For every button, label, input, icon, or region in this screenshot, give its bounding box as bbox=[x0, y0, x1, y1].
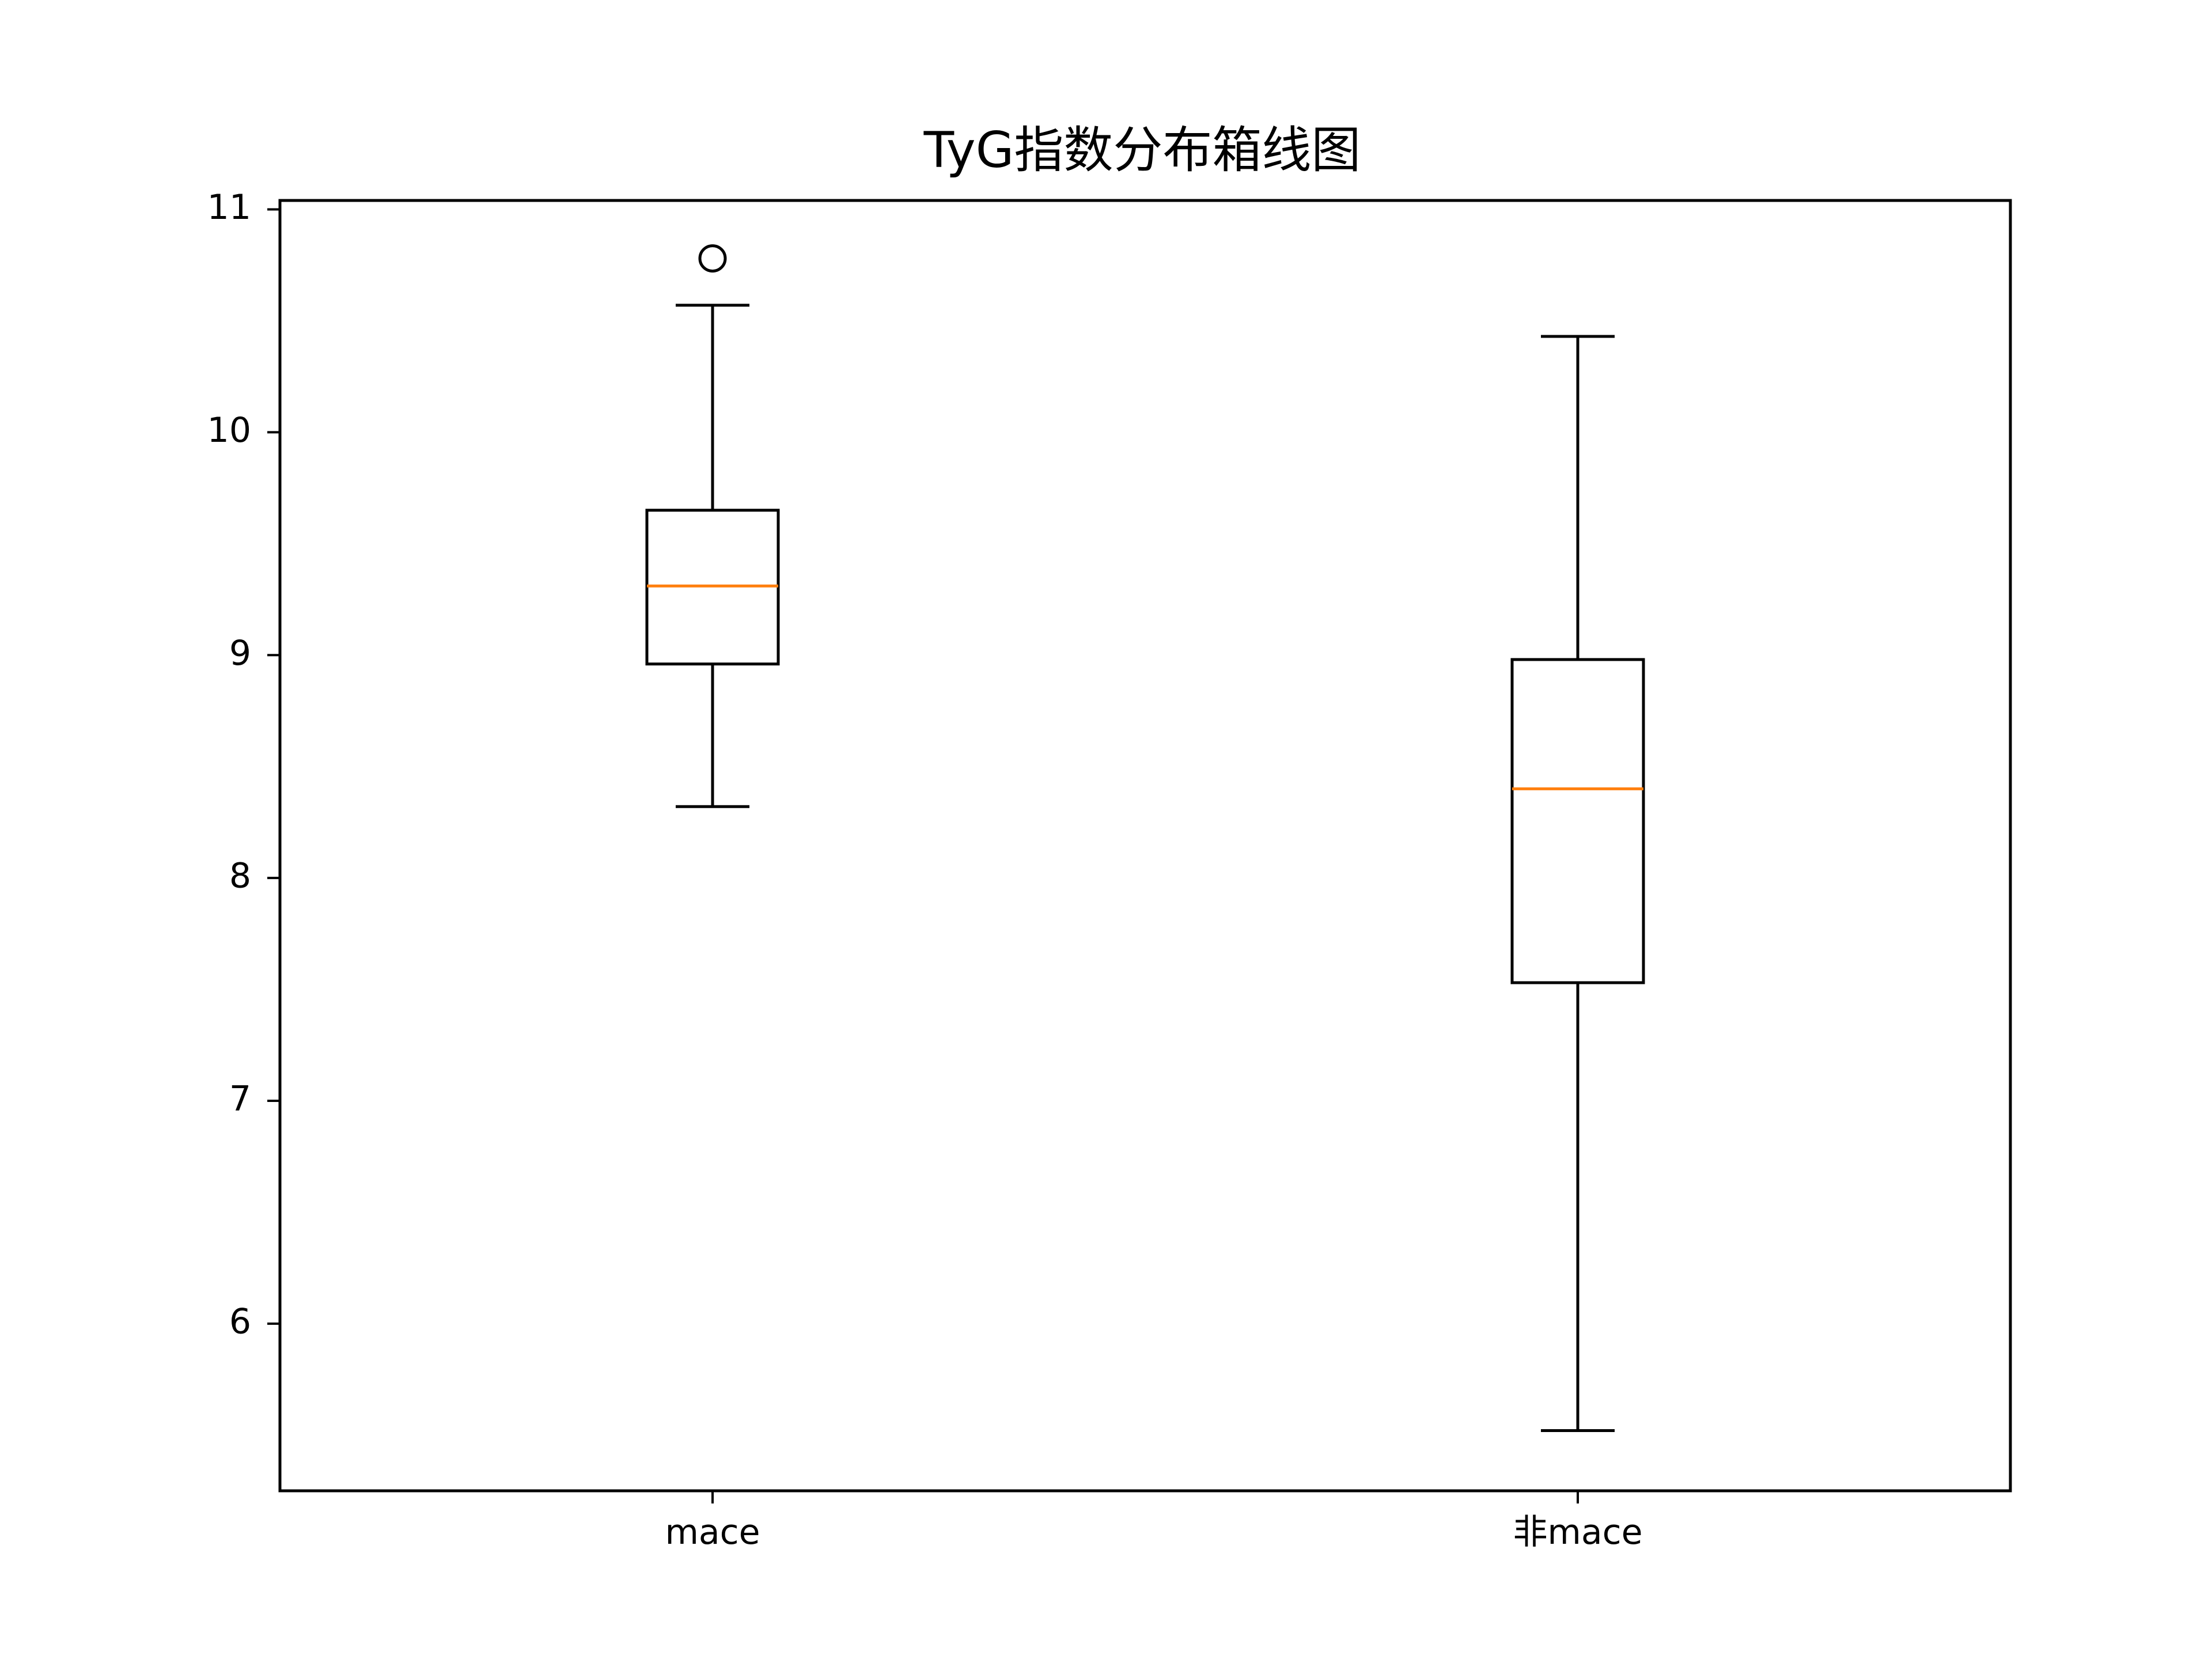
plot-frame bbox=[278, 199, 2012, 1493]
x-axis-ticks: mace 非mace bbox=[665, 1491, 1643, 1552]
x-tick-label: 非mace bbox=[1513, 1512, 1642, 1552]
y-axis-ticks: 6 7 8 9 10 11 bbox=[207, 187, 280, 1342]
x-tick-label: mace bbox=[665, 1512, 760, 1552]
y-tick-label: 7 bbox=[229, 1079, 251, 1119]
y-tick-label: 8 bbox=[229, 856, 251, 896]
box-layer bbox=[645, 244, 1645, 1433]
y-tick-label: 6 bbox=[229, 1301, 251, 1342]
y-tick-label: 9 bbox=[229, 633, 251, 673]
outlier-point bbox=[698, 244, 727, 273]
y-tick-label: 11 bbox=[207, 187, 251, 228]
box-iqr bbox=[1510, 658, 1645, 984]
chart-title: TyG指数分布箱线图 bbox=[923, 122, 1361, 179]
y-tick-label: 10 bbox=[207, 410, 251, 450]
